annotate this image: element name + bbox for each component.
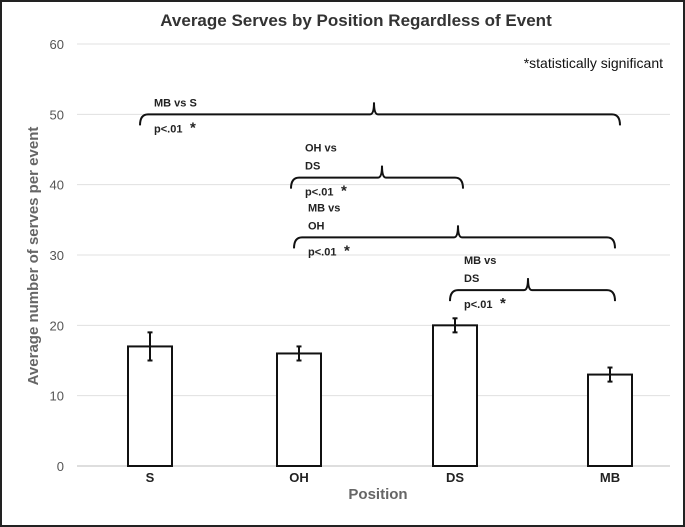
y-tick-label: 50 (50, 107, 64, 122)
x-axis-categories: S OH DS MB (146, 470, 620, 485)
p-value-label: p<.01 (154, 123, 182, 135)
significance-star: * (190, 119, 196, 136)
bar (127, 345, 173, 467)
significance-bracket (293, 225, 616, 249)
comparison-label: OH vs (305, 143, 337, 155)
comparison-label: DS (305, 161, 320, 173)
significance-bracket (449, 278, 616, 302)
bar (587, 373, 633, 468)
y-tick-label: 10 (50, 389, 64, 404)
x-tick-label: OH (289, 470, 309, 485)
x-axis-label: Position (348, 486, 407, 503)
bars (127, 317, 633, 468)
y-axis-label: Average number of serves per event (25, 127, 42, 386)
significance-star: * (500, 295, 506, 312)
y-axis: 0 10 20 30 40 50 60 (50, 37, 670, 474)
y-tick-label: 60 (50, 37, 64, 52)
comparison-label: MB vs (308, 202, 340, 214)
comparison-label: DS (464, 273, 479, 285)
bar (432, 324, 478, 468)
comparison-label: MB vs (464, 255, 496, 267)
y-tick-label: 40 (50, 178, 64, 193)
comparison-label: MB vs S (154, 97, 197, 109)
x-tick-label: MB (600, 470, 620, 485)
significance-star: * (341, 183, 347, 200)
p-value-label: p<.01 (308, 246, 336, 258)
significance-note: *statistically significant (524, 55, 663, 71)
x-tick-label: S (146, 470, 155, 485)
bar (276, 352, 322, 468)
p-value-label: p<.01 (464, 299, 492, 311)
y-tick-label: 20 (50, 318, 64, 333)
chart-title: Average Serves by Position Regardless of… (160, 11, 552, 30)
y-tick-label: 30 (50, 248, 64, 263)
p-value-label: p<.01 (305, 187, 333, 199)
significance-star: * (344, 242, 350, 259)
significance-bracket (139, 102, 621, 126)
x-tick-label: DS (446, 470, 464, 485)
y-tick-label: 0 (57, 459, 64, 474)
comparison-label: OH (308, 220, 325, 232)
